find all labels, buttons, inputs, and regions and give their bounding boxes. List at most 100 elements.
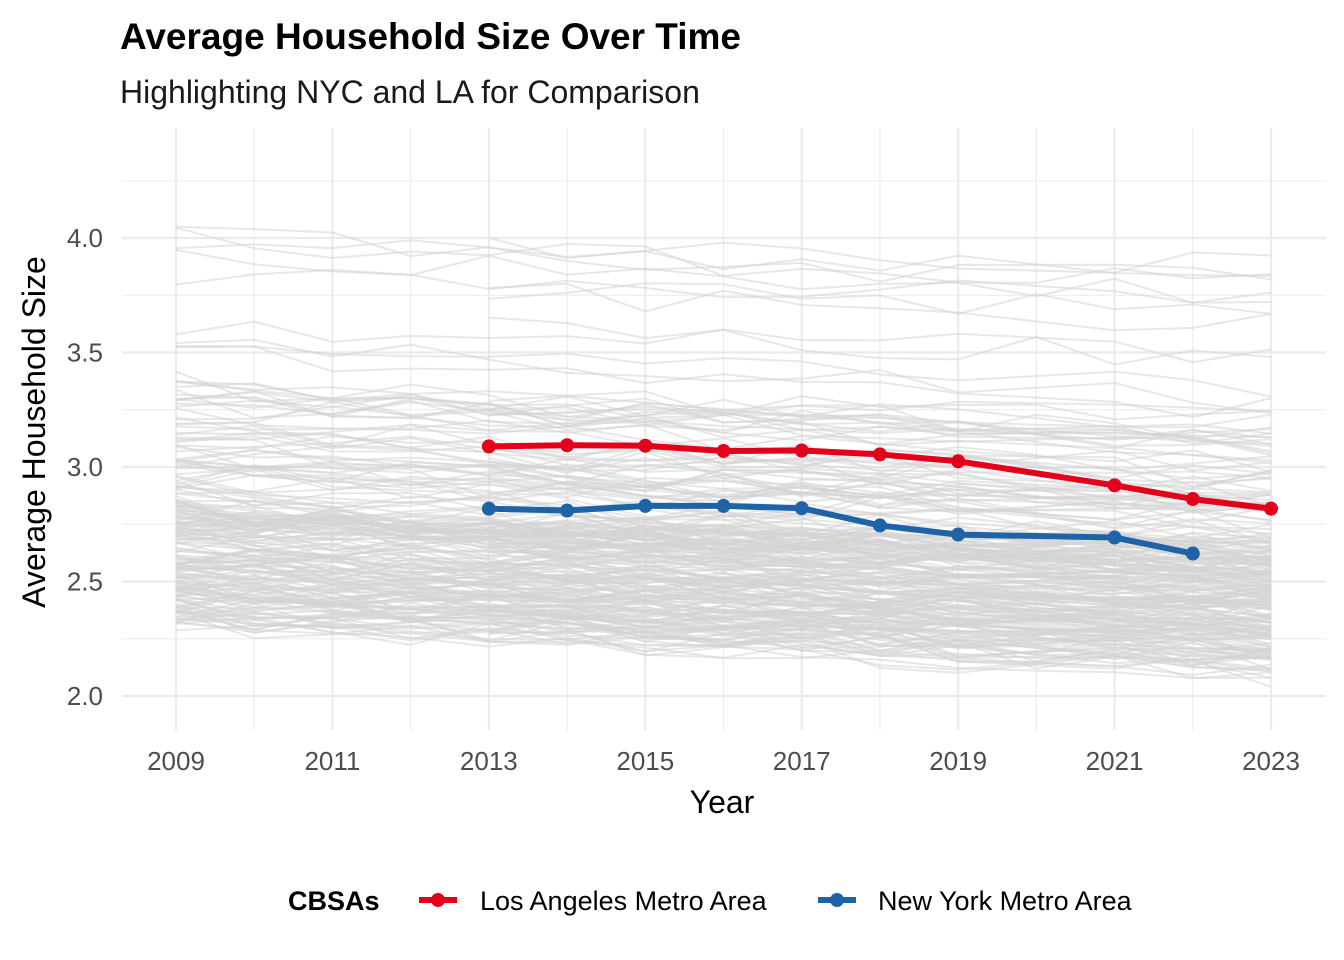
highlight-series	[481, 438, 1278, 561]
background-series-line	[175, 225, 1272, 277]
series-point-0	[481, 439, 496, 454]
background-series-line	[488, 520, 1272, 577]
background-series-line	[175, 498, 1272, 540]
series-point-0	[716, 443, 731, 458]
background-series-line	[175, 423, 1272, 472]
background-series-line	[175, 584, 1272, 639]
chart-title: Average Household Size Over Time	[120, 16, 741, 57]
background-series-line	[175, 268, 1272, 304]
background-series-line	[175, 431, 1272, 508]
background-series-line	[175, 345, 1272, 398]
y-tick-label: 4.0	[67, 223, 103, 253]
background-series-line	[175, 380, 1272, 421]
background-series-line	[175, 569, 1272, 623]
series-point-0	[560, 438, 575, 453]
x-tick-label: 2021	[1086, 746, 1144, 776]
series-line-0	[488, 442, 1272, 512]
background-series-line	[488, 237, 1272, 274]
background-series-line	[175, 474, 1272, 544]
background-series-line	[175, 435, 1272, 502]
y-axis-title: Average Household Size	[16, 256, 52, 608]
background-series-line	[175, 548, 1272, 614]
x-tick-label: 2017	[773, 746, 831, 776]
background-series-line	[175, 618, 1272, 670]
series-point-1	[794, 501, 809, 516]
background-series	[175, 225, 1272, 688]
background-series-line	[175, 571, 1272, 621]
x-axis-ticks: 2009 2011 2013 2015 2017 2019 2021 2023	[147, 746, 1300, 776]
series-point-1	[638, 498, 653, 513]
background-series-line	[175, 546, 1272, 609]
background-series-line	[488, 526, 1272, 572]
background-series-line	[175, 468, 1272, 524]
background-series-line	[175, 524, 1272, 603]
x-tick-label: 2009	[147, 746, 205, 776]
series-point-0	[1185, 492, 1200, 507]
background-series-line	[488, 592, 1272, 627]
series-point-1	[716, 498, 731, 513]
background-series-line	[175, 380, 1272, 445]
series-point-1	[1185, 546, 1200, 561]
background-series-line	[488, 394, 1272, 413]
background-series-line	[175, 590, 1272, 640]
background-series-line	[175, 388, 1272, 447]
y-tick-label: 3.0	[67, 452, 103, 482]
background-series-line	[488, 468, 1272, 521]
background-series-line	[175, 511, 1272, 574]
legend-item-la: Los Angeles Metro Area	[419, 886, 768, 916]
series-point-0	[794, 443, 809, 458]
background-series-line	[175, 550, 1272, 602]
background-series-line	[175, 449, 1272, 507]
legend-label-ny: New York Metro Area	[878, 886, 1133, 916]
background-series-line	[175, 320, 1272, 364]
series-point-0	[638, 438, 653, 453]
background-series-line	[488, 627, 1272, 670]
background-series-line	[488, 568, 1272, 603]
legend-title: CBSAs	[288, 886, 380, 916]
background-series-line	[488, 316, 1272, 366]
background-series-line	[175, 505, 1272, 545]
background-series-line	[175, 370, 1272, 445]
background-series-line	[488, 282, 1272, 332]
series-point-0	[951, 454, 966, 469]
y-axis-ticks: 2.0 2.5 3.0 3.5 4.0	[67, 223, 103, 711]
background-series-line	[175, 604, 1272, 680]
background-series-line	[175, 423, 1272, 484]
chart-subtitle: Highlighting NYC and LA for Comparison	[120, 74, 700, 110]
background-series-line	[175, 567, 1272, 628]
legend-key-ny-point	[830, 893, 844, 907]
background-series-line	[488, 282, 1272, 315]
background-series-line	[175, 390, 1272, 443]
background-series-line	[175, 532, 1272, 592]
background-series-line	[175, 444, 1272, 507]
background-series-line	[175, 528, 1272, 582]
background-series-line	[175, 459, 1272, 535]
x-tick-label: 2013	[460, 746, 518, 776]
series-point-0	[1107, 478, 1122, 493]
y-tick-label: 2.5	[67, 567, 103, 597]
y-tick-label: 3.5	[67, 338, 103, 368]
x-axis-title: Year	[690, 784, 755, 820]
series-point-1	[481, 501, 496, 516]
background-series-line	[175, 589, 1272, 648]
series-point-1	[951, 527, 966, 542]
series-point-0	[872, 447, 887, 462]
legend-item-ny: New York Metro Area	[818, 886, 1133, 916]
background-series-line	[175, 604, 1272, 671]
background-series-line	[175, 596, 1272, 641]
y-tick-label: 2.0	[67, 681, 103, 711]
x-tick-label: 2023	[1242, 746, 1300, 776]
background-series-line	[175, 421, 1272, 488]
background-series-line	[488, 586, 1272, 636]
background-series-line	[175, 602, 1272, 654]
legend-key-la-point	[431, 893, 445, 907]
background-series-line	[175, 395, 1272, 440]
background-series-line	[488, 528, 1272, 570]
background-series-line	[175, 611, 1272, 671]
background-series-line	[175, 248, 1272, 304]
series-point-1	[560, 503, 575, 518]
series-point-0	[1264, 501, 1278, 516]
background-series-line	[175, 239, 1272, 283]
legend-label-la: Los Angeles Metro Area	[480, 886, 768, 916]
